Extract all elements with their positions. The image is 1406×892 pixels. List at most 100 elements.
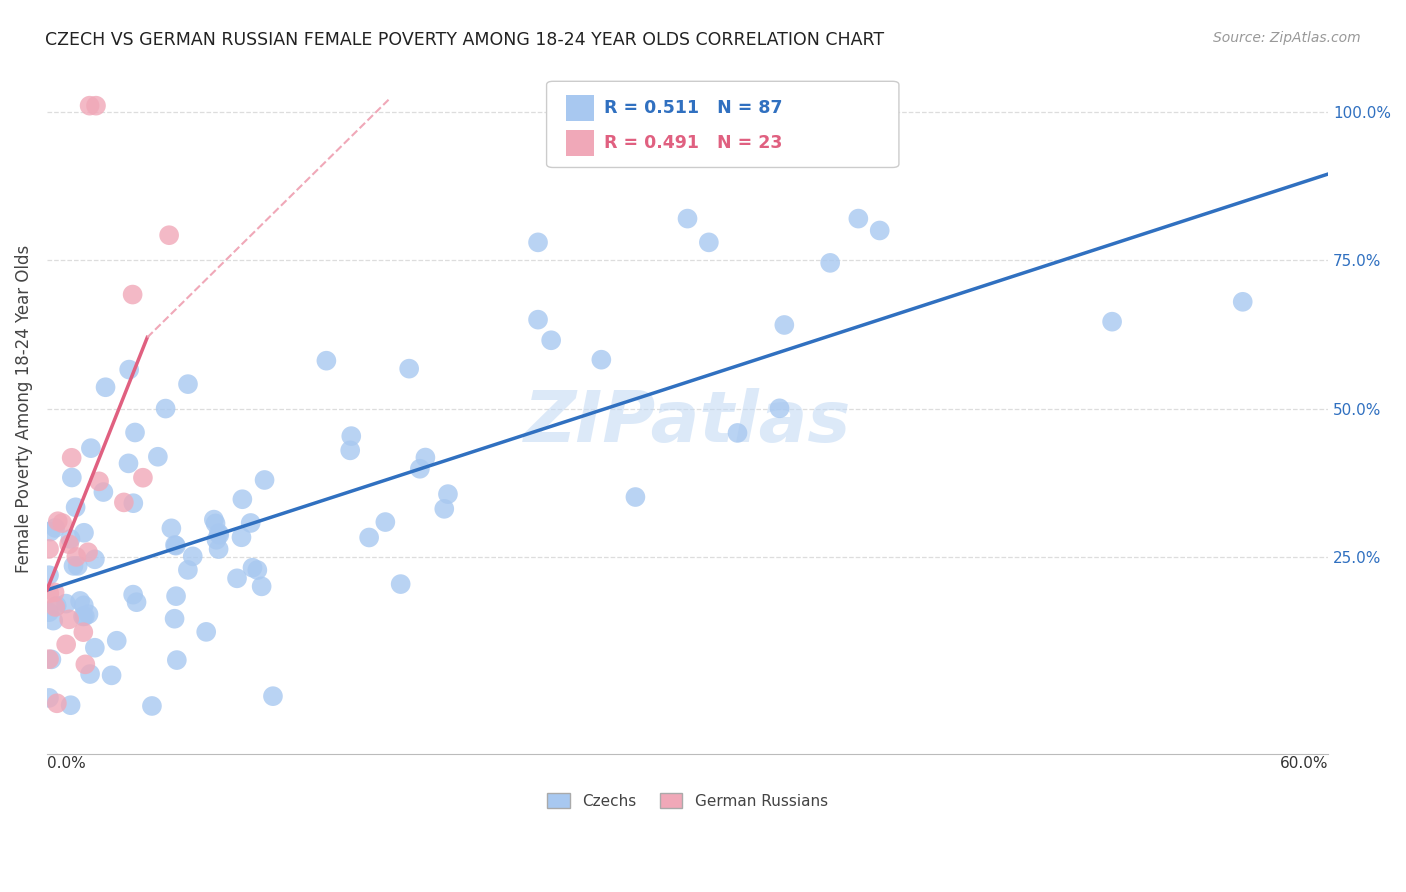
Point bbox=[38, 605, 60, 619]
Point bbox=[207, 542, 229, 557]
Point bbox=[177, 563, 200, 577]
Point bbox=[359, 531, 381, 545]
Point bbox=[146, 450, 169, 464]
Point bbox=[38, 541, 60, 556]
Point bbox=[77, 545, 100, 559]
Point bbox=[94, 380, 117, 394]
Text: 0.0%: 0.0% bbox=[46, 756, 86, 772]
Text: R = 0.511   N = 87: R = 0.511 N = 87 bbox=[605, 99, 783, 117]
Point bbox=[1232, 294, 1254, 309]
Point bbox=[69, 594, 91, 608]
Point bbox=[93, 485, 115, 500]
Point bbox=[80, 441, 103, 455]
Point bbox=[38, 568, 60, 582]
Point bbox=[262, 689, 284, 703]
Point bbox=[51, 516, 73, 530]
Point bbox=[231, 530, 253, 544]
Point bbox=[141, 698, 163, 713]
Point bbox=[415, 450, 437, 465]
Point bbox=[818, 256, 841, 270]
Point bbox=[527, 312, 550, 326]
Point bbox=[398, 361, 420, 376]
Point bbox=[768, 401, 790, 416]
Point bbox=[38, 586, 60, 600]
Point bbox=[83, 640, 105, 655]
Text: 60.0%: 60.0% bbox=[1279, 756, 1329, 772]
FancyBboxPatch shape bbox=[565, 129, 593, 156]
Point bbox=[437, 487, 460, 501]
Point bbox=[58, 612, 80, 626]
Point bbox=[132, 471, 155, 485]
Point bbox=[60, 450, 83, 465]
Point bbox=[205, 533, 228, 547]
Point bbox=[250, 579, 273, 593]
Point bbox=[246, 563, 269, 577]
Point bbox=[239, 516, 262, 530]
Point bbox=[1101, 315, 1123, 329]
Point bbox=[242, 560, 264, 574]
Point bbox=[45, 599, 67, 613]
Legend: Czechs, German Russians: Czechs, German Russians bbox=[541, 787, 834, 814]
Point bbox=[73, 609, 96, 624]
Point bbox=[105, 633, 128, 648]
Point bbox=[121, 287, 143, 301]
Point bbox=[315, 353, 337, 368]
Point bbox=[527, 235, 550, 250]
Point bbox=[727, 425, 749, 440]
Point bbox=[409, 462, 432, 476]
Point bbox=[100, 668, 122, 682]
Point bbox=[73, 525, 96, 540]
Point bbox=[55, 597, 77, 611]
Point bbox=[124, 425, 146, 440]
Point bbox=[374, 515, 396, 529]
Point bbox=[163, 538, 186, 552]
Point bbox=[62, 558, 84, 573]
Point bbox=[72, 625, 94, 640]
Point bbox=[75, 657, 97, 672]
Point bbox=[59, 698, 82, 713]
Point bbox=[44, 585, 66, 599]
Point bbox=[208, 526, 231, 541]
Point bbox=[41, 652, 63, 666]
Point bbox=[38, 690, 60, 705]
Point bbox=[122, 588, 145, 602]
Point bbox=[340, 429, 363, 443]
Point bbox=[79, 98, 101, 112]
Point bbox=[389, 577, 412, 591]
Point bbox=[83, 552, 105, 566]
Point bbox=[45, 696, 67, 710]
Point bbox=[125, 595, 148, 609]
Point bbox=[163, 612, 186, 626]
Point bbox=[846, 211, 869, 226]
Point bbox=[166, 653, 188, 667]
Y-axis label: Female Poverty Among 18-24 Year Olds: Female Poverty Among 18-24 Year Olds bbox=[15, 244, 32, 573]
Point bbox=[195, 624, 218, 639]
Point bbox=[112, 495, 135, 509]
Point bbox=[44, 599, 66, 614]
FancyBboxPatch shape bbox=[547, 81, 898, 168]
Text: CZECH VS GERMAN RUSSIAN FEMALE POVERTY AMONG 18-24 YEAR OLDS CORRELATION CHART: CZECH VS GERMAN RUSSIAN FEMALE POVERTY A… bbox=[45, 31, 884, 49]
Point bbox=[72, 609, 94, 624]
Point bbox=[253, 473, 276, 487]
Point bbox=[204, 516, 226, 531]
Point bbox=[165, 539, 187, 553]
Point bbox=[202, 513, 225, 527]
Point bbox=[339, 443, 361, 458]
Text: Source: ZipAtlas.com: Source: ZipAtlas.com bbox=[1213, 31, 1361, 45]
Point bbox=[66, 558, 89, 573]
Point bbox=[433, 501, 456, 516]
Point bbox=[38, 652, 60, 666]
Point bbox=[208, 528, 231, 542]
Point bbox=[226, 571, 249, 585]
Point bbox=[65, 500, 87, 515]
FancyBboxPatch shape bbox=[565, 95, 593, 121]
Point bbox=[44, 521, 66, 535]
Point bbox=[177, 377, 200, 392]
Point bbox=[79, 667, 101, 681]
Point bbox=[181, 549, 204, 564]
Text: R = 0.491   N = 23: R = 0.491 N = 23 bbox=[605, 134, 783, 152]
Point bbox=[77, 607, 100, 622]
Point bbox=[122, 496, 145, 510]
Point bbox=[160, 521, 183, 535]
Point bbox=[46, 514, 69, 528]
